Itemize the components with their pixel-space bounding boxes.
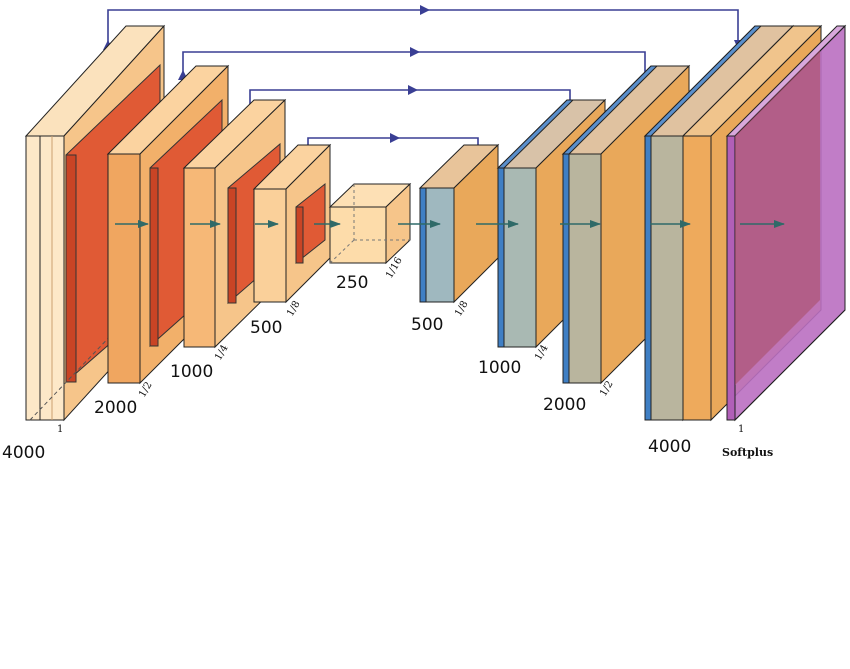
skip-connection-arrow-icon: [408, 85, 418, 95]
skip-connection-arrow-icon: [420, 5, 430, 15]
decoder-size-label-2: 1000: [478, 358, 521, 378]
output-scale-label: 1: [738, 424, 744, 435]
encoder-size-label-2: 2000: [94, 398, 137, 418]
decoder-size-label-3: 2000: [543, 395, 586, 415]
encoder-block-4: [252, 143, 332, 304]
decoder-size-label-1: 500: [411, 315, 443, 335]
encoder-labels: 4000 1 2000 1/2 1000 1/4 500 1/8 250 1/1…: [2, 256, 405, 463]
output-block: [725, 24, 847, 422]
encoder-size-label-4: 500: [250, 318, 282, 338]
output-activation-label: Softplus: [722, 446, 773, 459]
encoder-size-label-3: 1000: [170, 362, 213, 382]
encoder-scale-label-1: 1: [57, 424, 63, 435]
encoder-scale-label-4: 1/8: [285, 299, 303, 318]
skip-connection-arrow-icon: [410, 47, 420, 57]
skip-connection-2: [182, 51, 649, 90]
decoder-scale-label-1: 1/8: [453, 299, 471, 318]
decoder-size-label-4: 4000: [648, 437, 691, 457]
skip-connection-3: [249, 89, 574, 128]
decoder-labels: 500 1/8 1000 1/4 2000 1/2 4000 1 Softplu…: [411, 299, 773, 459]
bottleneck-size-label: 250: [336, 273, 368, 293]
encoder-size-label-1: 4000: [2, 443, 45, 463]
skip-connection-arrow-icon: [390, 133, 400, 143]
